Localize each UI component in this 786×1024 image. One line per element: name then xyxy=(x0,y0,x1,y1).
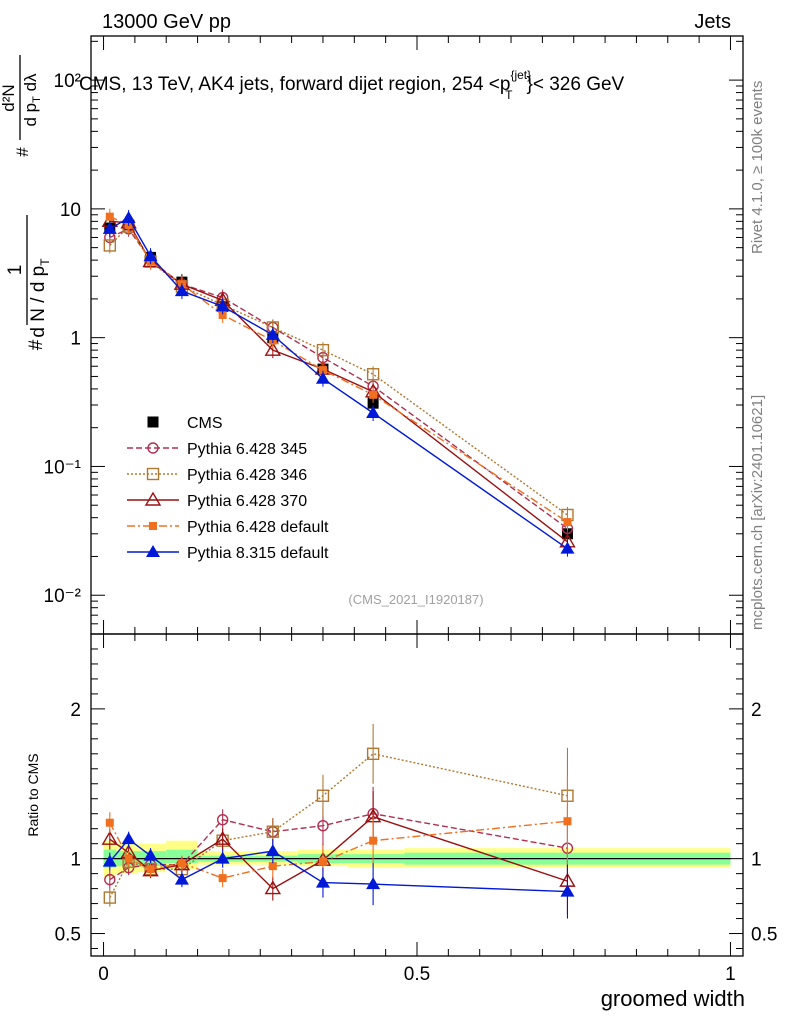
series-point-pdef xyxy=(105,212,114,221)
ratio-point-p370 xyxy=(214,830,231,845)
ratio-point-pdef xyxy=(318,857,327,866)
ratio-point-p8 xyxy=(121,832,136,845)
series-point-p8 xyxy=(215,299,230,312)
ratio-ytick-label-right: 2 xyxy=(751,700,762,721)
ratio-point-p346 xyxy=(266,825,280,838)
ratio-ytick-label-right: 1 xyxy=(751,850,762,871)
legend-label-CMS: CMS xyxy=(187,415,223,432)
ratio-point-p345 xyxy=(216,814,229,826)
ratio-point-p8 xyxy=(215,851,230,864)
svg-text:d pT dλ: d pT dλ xyxy=(21,73,43,127)
series-point-pdef xyxy=(369,390,378,399)
x-axis-label: groomed width xyxy=(601,986,745,1011)
series-point-p346 xyxy=(316,343,330,357)
ratio-ytick-label: 0.5 xyxy=(55,925,81,946)
series-point-p8 xyxy=(102,221,117,234)
ratio-ytick-label: 2 xyxy=(70,700,81,721)
ratio-frame xyxy=(90,633,744,957)
ratio-point-p8 xyxy=(174,872,189,885)
legend-marker-pdef xyxy=(149,522,157,530)
analysis-watermark: (CMS_2021_I1920187) xyxy=(348,592,483,607)
legend-marker-p346 xyxy=(146,467,160,481)
svg-text:d N / d pT: d N / d pT xyxy=(28,258,52,338)
ratio-xtick-label: 1 xyxy=(725,964,736,985)
ratio-xtick-label: 0.5 xyxy=(404,964,430,985)
ratio-line-p346 xyxy=(109,753,568,898)
ratio-point-p8 xyxy=(265,844,280,857)
legend-label-p345: Pythia 6.428 345 xyxy=(187,441,307,458)
series-point-CMS xyxy=(367,397,379,409)
ratio-point-p346 xyxy=(366,747,380,761)
svg-text:#: # xyxy=(26,339,47,350)
legend-label-p8: Pythia 8.315 default xyxy=(187,545,329,562)
svg-text:#: # xyxy=(13,147,32,157)
series-line-p345 xyxy=(109,227,568,530)
ratio-point-p8 xyxy=(102,854,117,867)
ratio-xtick-label: 0 xyxy=(98,964,109,985)
mcplots-label: mcplots.cern.ch [arXiv:2401.10621] xyxy=(749,395,766,630)
ratio-point-p8 xyxy=(560,884,575,897)
ratio-point-p345 xyxy=(104,873,116,886)
ratio-point-pdef xyxy=(218,874,227,883)
legend-label-pdef: Pythia 6.428 default xyxy=(187,519,329,536)
svg-text:d²N: d²N xyxy=(0,84,18,111)
ratio-point-pdef xyxy=(124,854,133,863)
ratio-point-p346 xyxy=(103,891,117,904)
series-point-pdef xyxy=(563,518,572,527)
ratio-point-pdef xyxy=(563,817,572,826)
ratio-point-pdef xyxy=(268,862,277,871)
ratio-ylabel: Ratio to CMS xyxy=(25,753,41,836)
ratio-point-p8 xyxy=(366,877,381,890)
main-ylabel: 1 d N / d pT # d²N d pT dλ # xyxy=(0,55,52,350)
series-line-p8 xyxy=(109,217,568,550)
legend-marker-p8 xyxy=(146,545,160,557)
ratio-point-pdef xyxy=(146,865,155,874)
series-point-pdef xyxy=(318,366,327,375)
ratio-point-p345 xyxy=(317,820,329,832)
main-ytick-label: 10 xyxy=(60,200,81,221)
legend-label-p346: Pythia 6.428 346 xyxy=(187,467,307,484)
series-point-p8 xyxy=(560,541,575,554)
series-line-p346 xyxy=(109,225,568,516)
ratio-panel: 0.5 0.5 1 1 2 2 0 0.5 1 xyxy=(55,633,777,985)
ratio-ytick-label: 1 xyxy=(70,850,81,871)
series-point-p370 xyxy=(264,341,282,356)
main-ytick-label: 10² xyxy=(54,71,81,92)
series-point-p8 xyxy=(366,406,381,419)
ratio-point-pdef xyxy=(105,818,114,827)
rivet-version-label: Rivet 4.1.0, ≥ 100k events xyxy=(749,81,766,254)
ratio-point-p8 xyxy=(143,848,158,861)
ratio-point-p346 xyxy=(316,789,330,802)
series-point-p346 xyxy=(103,239,117,252)
ratio-ytick-label-right: 0.5 xyxy=(751,925,777,946)
series-point-p346 xyxy=(366,368,380,381)
series-point-p8 xyxy=(143,249,158,262)
header-left: 13000 GeV pp xyxy=(102,11,231,33)
legend-marker-p370 xyxy=(144,491,162,506)
ratio-point-p8 xyxy=(315,875,330,888)
series-line-p370 xyxy=(109,220,568,543)
series-line-pdef xyxy=(109,216,568,523)
series-point-p8 xyxy=(121,210,136,223)
main-ytick-label: 1 xyxy=(70,329,81,350)
series-point-pdef xyxy=(218,310,227,319)
main-ytick-label: 10⁻² xyxy=(44,586,82,607)
ratio-point-p370 xyxy=(264,880,282,895)
legend-label-p370: Pythia 6.428 370 xyxy=(187,493,307,510)
main-panel: 10⁻² 10⁻¹ 1 10 10² xyxy=(44,35,744,635)
ratio-point-p370 xyxy=(101,830,119,845)
plot-title: CMS, 13 TeV, AK4 jets, forward dijet reg… xyxy=(79,68,625,102)
ratio-point-pdef xyxy=(177,859,186,868)
series-point-p8 xyxy=(174,284,189,297)
legend-marker-p345 xyxy=(147,442,159,454)
ratio-point-pdef xyxy=(369,836,378,845)
header-right: Jets xyxy=(694,11,731,33)
series-point-p8 xyxy=(315,371,330,384)
main-ytick-label: 10⁻¹ xyxy=(44,457,82,478)
svg-text:1: 1 xyxy=(5,265,26,276)
series-point-p8 xyxy=(265,327,280,340)
legend-marker-CMS xyxy=(147,416,159,428)
legend: CMS Pythia 6.428 345 Pythia 6.428 346 Pythi… xyxy=(127,415,329,562)
